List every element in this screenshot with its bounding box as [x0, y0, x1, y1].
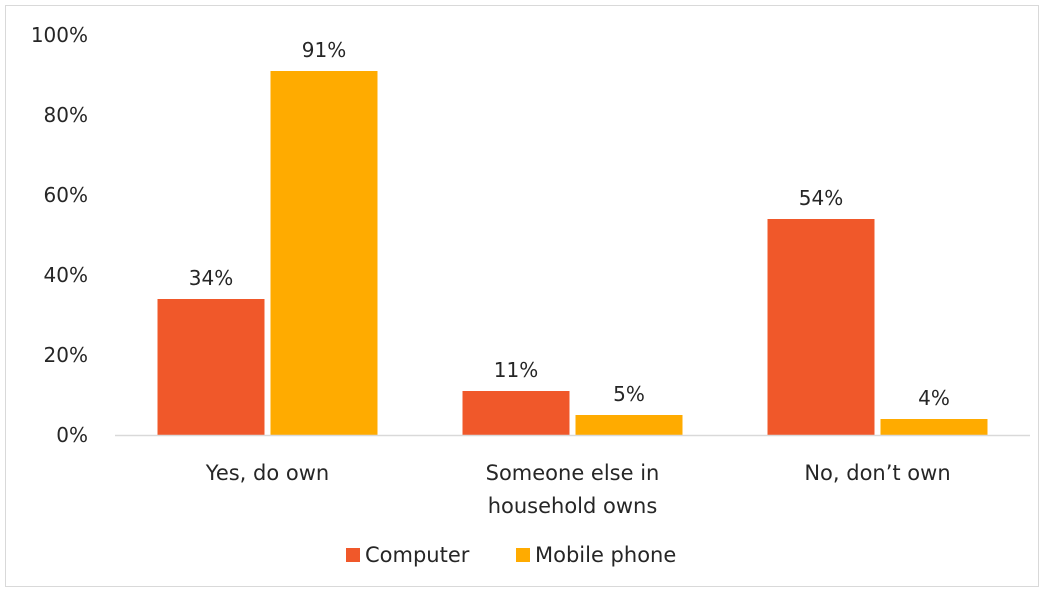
x-tick-label: household owns — [488, 494, 658, 518]
bar-computer — [157, 299, 265, 435]
bar-mobile-phone — [880, 419, 988, 435]
x-tick-label: No, don’t own — [804, 461, 950, 485]
x-tick-label: Someone else in — [486, 461, 660, 485]
data-label: 34% — [189, 266, 233, 290]
y-tick-label: 60% — [44, 183, 88, 207]
data-label: 11% — [494, 358, 538, 382]
bar-computer — [767, 219, 875, 435]
bar-mobile-phone — [270, 71, 378, 435]
legend-swatch — [516, 548, 530, 562]
legend-label: Mobile phone — [535, 543, 676, 567]
y-tick-label: 40% — [44, 263, 88, 287]
legend-swatch — [346, 548, 360, 562]
bar-computer — [462, 391, 570, 435]
data-labels: 34% 91% 11% 5% 54% 4% — [189, 38, 950, 410]
bar-mobile-phone — [575, 415, 683, 435]
data-label: 54% — [799, 186, 843, 210]
data-label: 91% — [302, 38, 346, 62]
y-axis: 0% 20% 40% 60% 80% 100% — [31, 23, 88, 447]
data-label: 4% — [918, 386, 950, 410]
y-tick-label: 100% — [31, 23, 88, 47]
data-label: 5% — [613, 382, 645, 406]
legend: Computer Mobile phone — [346, 543, 676, 567]
legend-label: Computer — [365, 543, 470, 567]
x-axis: Yes, do own Someone else in household owns… — [115, 434, 1030, 518]
y-tick-label: 80% — [44, 103, 88, 127]
y-tick-label: 0% — [56, 423, 88, 447]
x-tick-label: Yes, do own — [205, 461, 329, 485]
bars — [157, 71, 988, 435]
y-tick-label: 20% — [44, 343, 88, 367]
